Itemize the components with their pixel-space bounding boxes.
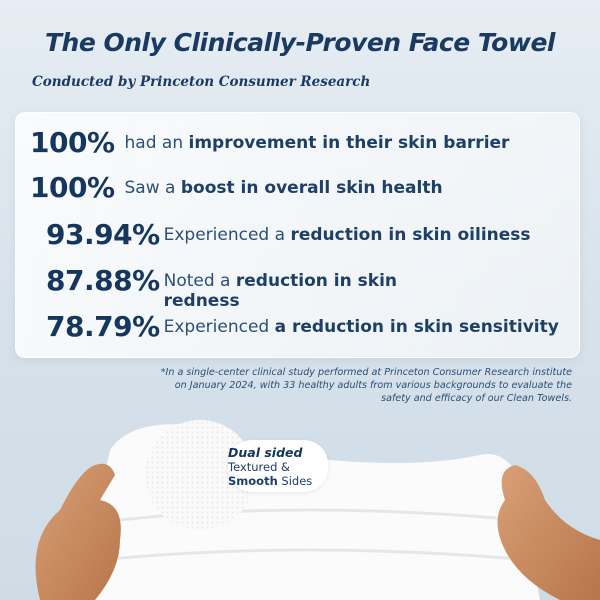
stat-text: Saw a boost in overall skin health: [124, 178, 443, 198]
stat-text: Experienced a reduction in skin oiliness: [163, 225, 531, 245]
stat-text: Noted a reduction in skin redness: [163, 271, 398, 311]
towel-illustration: [35, 420, 600, 600]
stat-row: 78.79% Experienced a reduction in skin se…: [46, 311, 559, 343]
dual-sided-badge: Dual sided Textured & Smooth Sides: [228, 440, 328, 492]
stat-value: 87.88%: [46, 264, 160, 297]
texture-closeup: [145, 420, 255, 530]
stat-value: 78.79%: [46, 310, 160, 343]
stat-value: 93.94%: [46, 218, 160, 251]
stat-text: had an improvement in their skin barrier: [124, 133, 510, 153]
left-hand: [35, 463, 121, 600]
stat-value: 100%: [30, 126, 115, 159]
page-title: The Only Clinically-Proven Face Towel: [45, 28, 555, 57]
right-hand: [497, 465, 600, 600]
stat-row: 87.88% Noted a reduction in skin redness: [46, 264, 404, 312]
stat-value: 100%: [30, 171, 115, 204]
stat-row: 100% had an improvement in their skin bar…: [30, 127, 509, 159]
subtitle: Conducted by Princeton Consumer Research: [32, 74, 371, 90]
stat-row: 100% Saw a boost in overall skin health: [30, 172, 443, 204]
stats-panel: [15, 112, 580, 358]
stat-text: Experienced a reduction in skin sensitiv…: [163, 317, 559, 337]
footnote: *In a single-center clinical study perfo…: [160, 367, 572, 404]
stat-row: 93.94% Experienced a reduction in skin oi…: [46, 219, 531, 251]
